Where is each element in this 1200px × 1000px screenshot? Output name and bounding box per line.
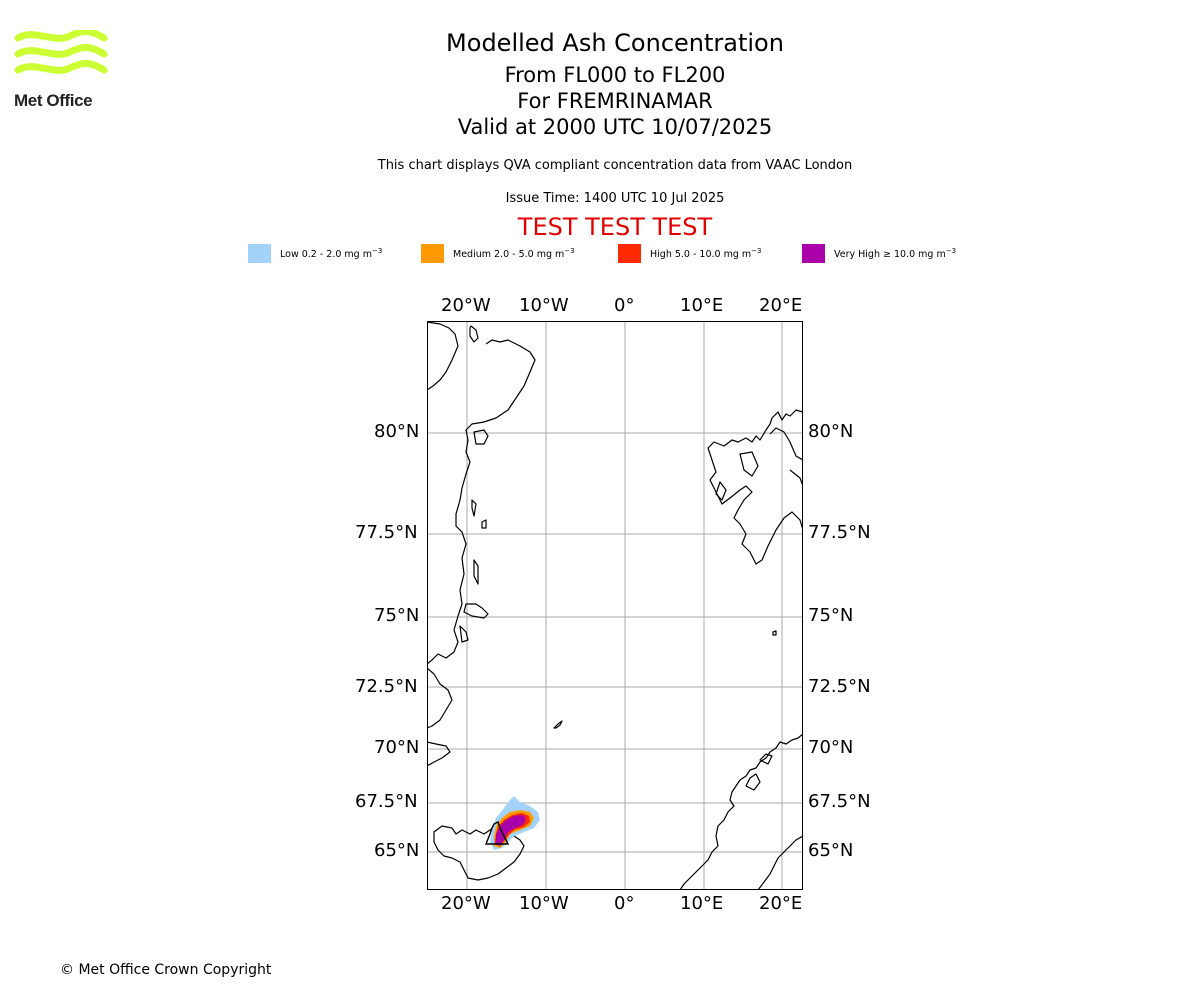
lat-label-right-77-5n: 77.5°N <box>808 522 871 543</box>
legend-exp-very-high: −3 <box>945 247 957 255</box>
lon-label-bottom-20e: 20°E <box>759 893 803 914</box>
issue-time: Issue Time: 1400 UTC 10 Jul 2025 <box>505 191 725 206</box>
lon-label-bottom-10w: 10°W <box>519 893 569 914</box>
lon-label-bottom-20w: 20°W <box>441 893 491 914</box>
greenland-coast <box>427 321 536 665</box>
lon-label-top-0: 0° <box>614 295 635 316</box>
legend-exp-high: −3 <box>751 247 762 255</box>
lon-label-top-10w: 10°W <box>519 295 569 316</box>
chart-title: Modelled Ash Concentration <box>446 29 784 57</box>
chart-description: This chart displays QVA compliant concen… <box>377 158 853 173</box>
legend-label-medium: Medium 2.0 - 5.0 mg m <box>453 249 565 261</box>
lon-label-top-20e: 20°E <box>759 295 803 316</box>
legend-exp-medium: −3 <box>564 247 575 255</box>
norway-coast <box>679 733 803 890</box>
svalbard-coast <box>707 409 803 565</box>
graticule <box>427 321 803 890</box>
legend-label-high: High 5.0 - 10.0 mg m <box>650 249 752 261</box>
lon-label-top-10e: 10°E <box>680 295 724 316</box>
lat-label-right-80n: 80°N <box>808 421 854 442</box>
lon-label-bottom-0: 0° <box>614 893 635 914</box>
lat-label-right-72-5n: 72.5°N <box>808 676 871 697</box>
lat-label-left-77-5n: 77.5°N <box>355 522 418 543</box>
legend-swatch-low <box>248 244 271 263</box>
wave-icon <box>14 30 108 74</box>
coastlines <box>427 321 803 890</box>
lat-label-left-70n: 70°N <box>374 737 420 758</box>
flight-levels: From FL000 to FL200 <box>504 63 726 87</box>
met-office-logo: Met Office <box>14 30 109 112</box>
logo-text: Met Office <box>14 91 93 110</box>
lat-label-right-75n: 75°N <box>808 605 854 626</box>
lat-label-left-65n: 65°N <box>374 840 420 861</box>
copyright: © Met Office Crown Copyright <box>60 962 272 978</box>
test-banner: TEST TEST TEST <box>517 213 713 241</box>
lon-label-bottom-10e: 10°E <box>680 893 724 914</box>
lat-label-left-67-5n: 67.5°N <box>355 791 418 812</box>
map-frame <box>427 321 803 890</box>
legend-exp-low: −3 <box>372 247 383 255</box>
legend-swatch-high <box>618 244 641 263</box>
ash-very-high <box>495 815 526 846</box>
volcano-marker-icon <box>484 821 510 845</box>
lat-label-left-80n: 80°N <box>374 421 420 442</box>
valid-time: Valid at 2000 UTC 10/07/2025 <box>457 115 773 139</box>
lon-label-top-20w: 20°W <box>441 295 491 316</box>
lat-label-left-72-5n: 72.5°N <box>355 676 418 697</box>
lat-label-right-65n: 65°N <box>808 840 854 861</box>
lat-label-right-67-5n: 67.5°N <box>808 791 871 812</box>
volcano-name: For FREMRINAMAR <box>517 89 713 113</box>
ash-plume <box>490 796 540 850</box>
legend-swatch-very-high <box>802 244 825 263</box>
jan-mayen-coast <box>553 720 563 729</box>
iceland-coast <box>433 825 525 881</box>
legend-label-low: Low 0.2 - 2.0 mg m <box>280 249 372 261</box>
legend-label-very-high: Very High ≥ 10.0 mg m <box>834 249 946 261</box>
legend-swatch-medium <box>421 244 444 263</box>
lat-label-right-70n: 70°N <box>808 737 854 758</box>
lat-label-left-75n: 75°N <box>374 605 420 626</box>
